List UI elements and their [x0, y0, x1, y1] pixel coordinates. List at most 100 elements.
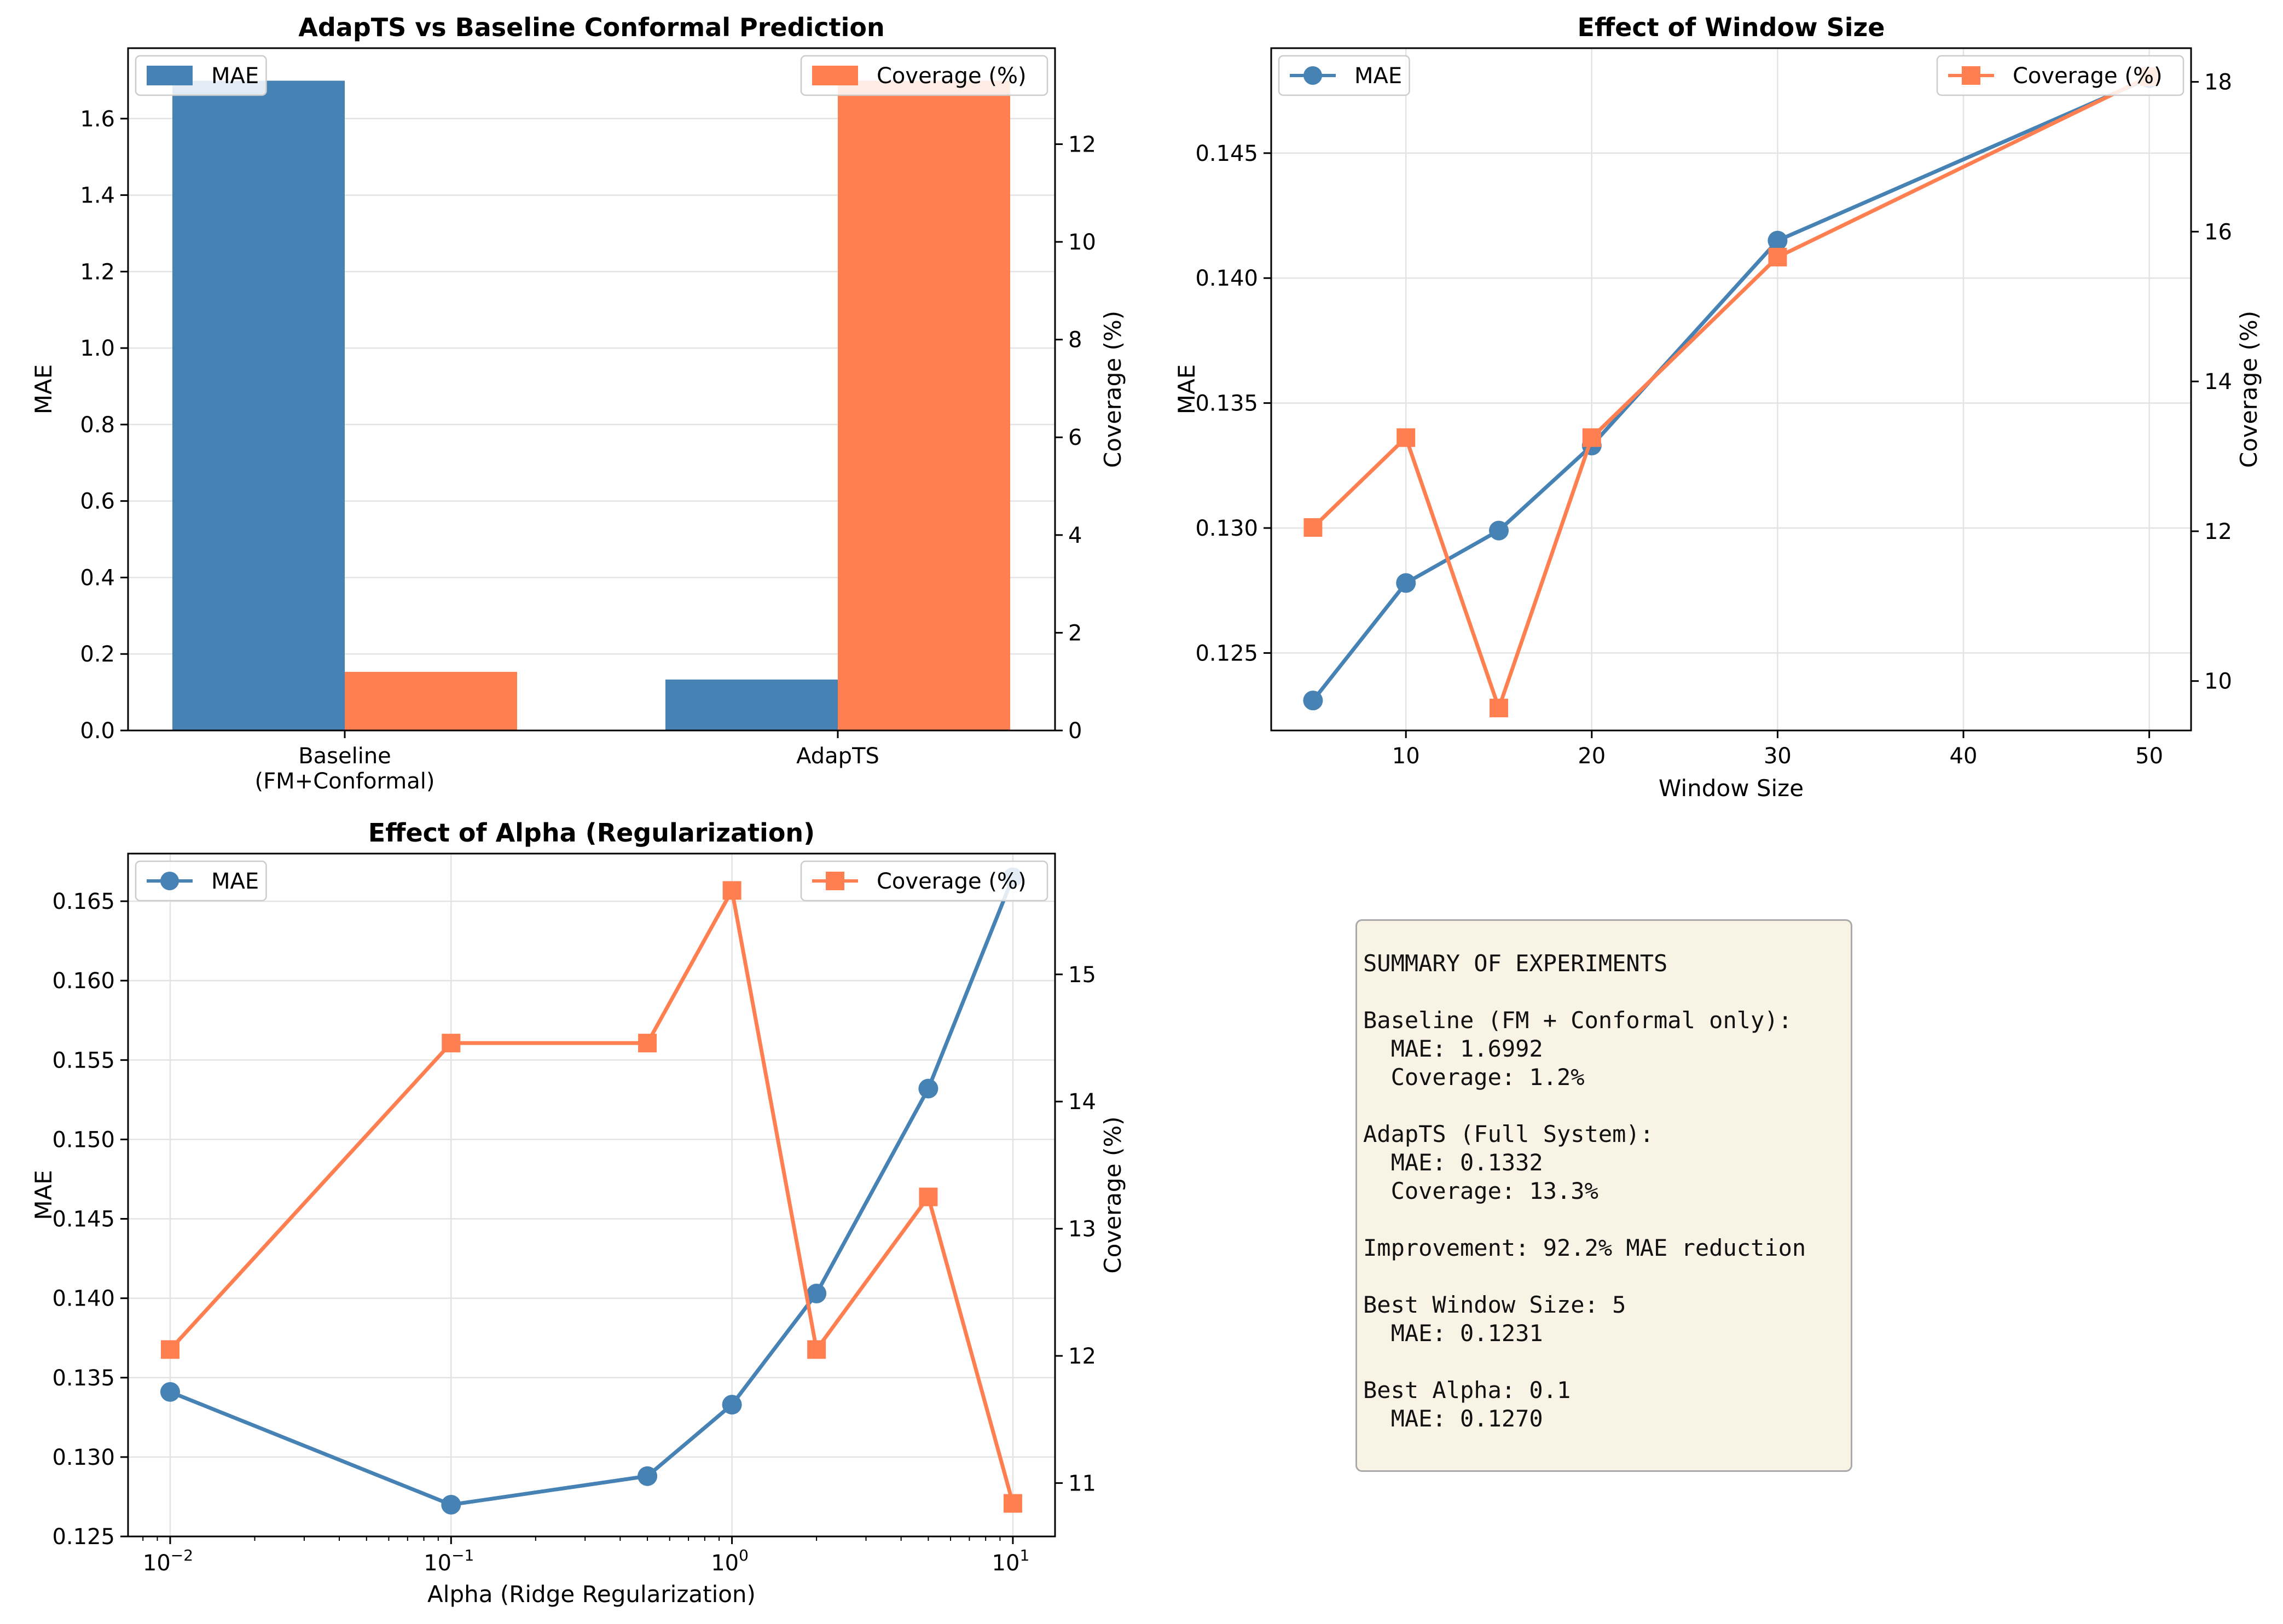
window-panel-ytick-label: 0.125 [1195, 641, 1258, 666]
bar-panel-ylabel: MAE [30, 364, 57, 415]
summary-text: SUMMARY OF EXPERIMENTS Baseline (FM + Co… [1363, 950, 1806, 1432]
coverage-point [1768, 247, 1787, 266]
bar-panel-ytick-right-label: 6 [1068, 425, 1082, 450]
coverage-point [919, 1187, 938, 1207]
coverage-point [160, 1340, 179, 1359]
bar-panel-ytick-label: 0.8 [80, 413, 115, 438]
coverage-bar [838, 80, 1010, 730]
coverage-point [1003, 1494, 1022, 1513]
alpha-panel-title: Effect of Alpha (Regularization) [368, 818, 815, 848]
window-panel-xlabel: Window Size [1659, 775, 1804, 802]
mae-point [918, 1078, 938, 1099]
window-panel-coverage-legend-marker [1962, 66, 1980, 85]
alpha-panel-mae-legend-box [135, 860, 267, 902]
alpha-panel-ytick-right-label: 15 [1068, 962, 1096, 988]
bar-panel-ytick-right-label: 4 [1068, 523, 1082, 548]
summary-box: SUMMARY OF EXPERIMENTS Baseline (FM + Co… [1355, 919, 1852, 1472]
bar-panel-frame [127, 47, 1056, 732]
coverage-point [807, 1340, 826, 1359]
window-panel-ytick-label: 0.135 [1195, 391, 1258, 416]
window-panel-ytick-right-label: 14 [2204, 369, 2232, 395]
bar-panel-xtick-label: (FM+Conformal) [255, 769, 435, 794]
alpha-panel-ytick-label: 0.125 [52, 1524, 115, 1550]
alpha-panel-ytick-label: 0.165 [52, 889, 115, 914]
bar-panel-ytick-label: 0.2 [80, 642, 115, 667]
bar-panel-title: AdapTS vs Baseline Conformal Prediction [298, 13, 884, 42]
alpha-panel-xlabel: Alpha (Ridge Regularization) [427, 1581, 756, 1608]
coverage-line [1311, 74, 2151, 710]
alpha-panel-coverage-legend-label: Coverage (%) [877, 869, 1027, 894]
alpha-panel-xtick-label: 10−2 [143, 1546, 193, 1576]
mae-point [1303, 691, 1323, 711]
bar-panel-ylabel-right: Coverage (%) [1099, 311, 1126, 468]
alpha-panel-ytick-right-label: 13 [1068, 1217, 1096, 1242]
window-panel-frame [1270, 47, 2192, 732]
alpha-panel-ytick-label: 0.130 [52, 1445, 115, 1470]
alpha-panel-ytick-right-label: 14 [1068, 1089, 1096, 1115]
bar-panel-ytick-right-label: 12 [1068, 132, 1096, 157]
window-panel-coverage-legend-label: Coverage (%) [2013, 63, 2163, 89]
bar-panel-mae-legend-swatch [147, 66, 193, 85]
alpha-panel-ylabel-right: Coverage (%) [1099, 1116, 1126, 1273]
alpha-panel-xtick-label: 101 [992, 1546, 1030, 1576]
bar-panel-coverage-legend-box [800, 55, 1048, 96]
bar-panel-ytick-right-label: 10 [1068, 230, 1096, 255]
coverage-point [722, 881, 741, 900]
mae-bar [172, 80, 345, 731]
mae-point [807, 1283, 827, 1303]
bar-panel-ytick-label: 0.6 [80, 489, 115, 514]
mae-line [1311, 76, 2150, 702]
bar-panel-xtick-label: AdapTS [796, 744, 879, 769]
mae-bar [665, 679, 838, 730]
window-panel-ytick-label: 0.130 [1195, 516, 1258, 541]
bar-panel-ytick-label: 1.6 [80, 107, 115, 132]
window-panel-xtick-label: 30 [1764, 744, 1792, 769]
coverage-point [1397, 428, 1416, 447]
window-panel-ytick-right-label: 18 [2204, 70, 2232, 95]
bar-panel-coverage-legend-label: Coverage (%) [877, 63, 1027, 89]
window-panel-ytick-right-label: 10 [2204, 669, 2232, 694]
alpha-panel-coverage-legend-marker [826, 872, 844, 890]
mae-line [169, 877, 1015, 1507]
bar-panel-ytick-label: 1.0 [80, 336, 115, 361]
bar-panel-xtick-label: Baseline [298, 744, 391, 769]
bar-panel-ytick-right-label: 8 [1068, 328, 1082, 353]
window-panel-mae-legend-box [1278, 55, 1410, 96]
coverage-point [1490, 698, 1509, 717]
window-panel-ylabel-right: Coverage (%) [2235, 311, 2262, 468]
alpha-panel-frame [127, 852, 1056, 1538]
mae-point [638, 1466, 658, 1486]
bar-panel-ytick-label: 1.4 [80, 183, 115, 208]
window-panel-xtick-label: 50 [2135, 744, 2163, 769]
bar-panel-ytick-label: 0.4 [80, 565, 115, 590]
alpha-panel-ytick-label: 0.135 [52, 1366, 115, 1391]
window-panel-mae-legend-marker [1303, 66, 1322, 85]
bar-panel-coverage-legend-swatch [812, 66, 858, 85]
alpha-panel-coverage-legend-box [800, 860, 1048, 902]
window-panel-ytick-label: 0.140 [1195, 266, 1258, 291]
alpha-panel-ytick-label: 0.150 [52, 1127, 115, 1152]
window-panel-xtick-label: 20 [1578, 744, 1606, 769]
coverage-bar [345, 671, 517, 730]
alpha-panel-ytick-label: 0.160 [52, 968, 115, 994]
alpha-panel-ytick-right-label: 12 [1068, 1344, 1096, 1369]
window-panel-mae-legend-label: MAE [1354, 63, 1402, 89]
coverage-point [1582, 428, 1601, 447]
bar-panel-ytick-label: 1.2 [80, 259, 115, 285]
bar-panel-mae-legend-label: MAE [211, 63, 259, 89]
alpha-panel-mae-legend-label: MAE [211, 869, 259, 894]
alpha-panel-ytick-label: 0.140 [52, 1286, 115, 1312]
bar-panel-ytick-label: 0.0 [80, 718, 115, 744]
window-panel-ylabel: MAE [1173, 364, 1200, 415]
alpha-panel-mae-legend-marker [160, 872, 179, 890]
window-panel-coverage-legend-box [1936, 55, 2185, 96]
alpha-panel-xtick-label: 100 [711, 1546, 749, 1576]
window-panel-ytick-right-label: 16 [2204, 219, 2232, 245]
mae-point [441, 1494, 461, 1515]
window-panel-ytick-right-label: 12 [2204, 519, 2232, 544]
window-panel-title: Effect of Window Size [1578, 13, 1885, 42]
mae-point [1768, 230, 1788, 251]
mae-point [1489, 520, 1509, 541]
window-panel-xtick-label: 10 [1392, 744, 1420, 769]
